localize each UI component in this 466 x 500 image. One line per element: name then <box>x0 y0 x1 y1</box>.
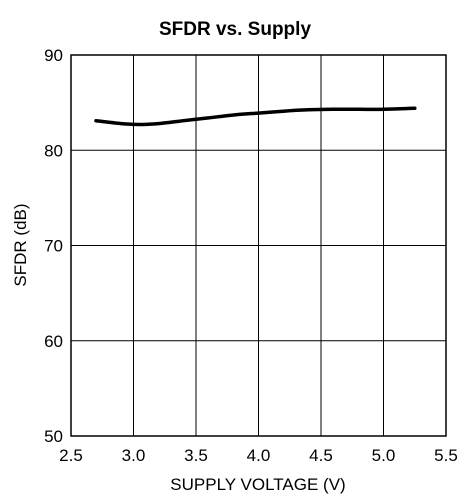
y-tick-label: 50 <box>44 427 63 446</box>
y-tick-label: 60 <box>44 332 63 351</box>
x-tick-label: 3.0 <box>122 446 146 465</box>
x-axis-label: SUPPLY VOLTAGE (V) <box>170 475 345 494</box>
y-tick-label: 90 <box>44 46 63 65</box>
y-tick-label: 80 <box>44 141 63 160</box>
x-tick-label: 5.5 <box>434 446 458 465</box>
y-tick-label: 70 <box>44 237 63 256</box>
x-tick-label: 3.5 <box>184 446 208 465</box>
x-tick-label: 4.5 <box>309 446 333 465</box>
x-tick-label: 4.0 <box>247 446 271 465</box>
chart-title: SFDR vs. Supply <box>159 19 311 40</box>
tick-labels: 2.5 3.0 3.5 4.0 4.5 5.0 5.5 50 60 70 80 90 <box>44 46 458 465</box>
x-tick-label: 2.5 <box>59 446 83 465</box>
x-tick-label: 5.0 <box>372 446 396 465</box>
series-line <box>94 106 417 127</box>
series <box>94 106 417 127</box>
plot-frame <box>70 54 447 437</box>
y-axis-label: SFDR (dB) <box>11 203 30 286</box>
